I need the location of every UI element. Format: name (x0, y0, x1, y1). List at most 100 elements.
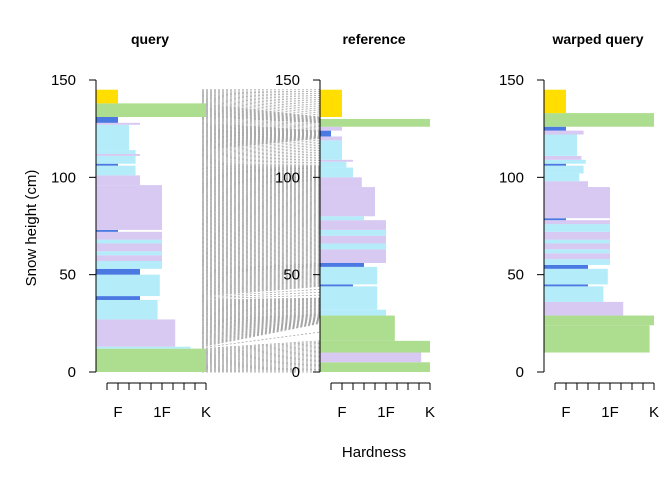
layer-bar-fc (544, 259, 610, 265)
layer-bar-df (96, 319, 176, 347)
layer-bar-df (544, 220, 610, 225)
layer-bar-fc (544, 286, 604, 302)
layer-bar-df (544, 155, 582, 160)
layer-bar-fc (320, 286, 378, 310)
y-axis-label: Snow height (cm) (23, 170, 40, 287)
layer-bar-dh (96, 268, 140, 275)
y-tick-label: 150 (275, 72, 300, 89)
panel-title: query (131, 31, 169, 47)
alignment-connector (201, 369, 321, 371)
layer-bar-mf (320, 340, 430, 353)
layer-bar-mf (544, 315, 654, 326)
layer-bar-df (96, 185, 162, 230)
layer-bar-df (320, 220, 386, 230)
layer-bar-dh (544, 126, 566, 131)
layer-bar-fc (96, 261, 162, 269)
x-tick-label: F (561, 404, 570, 421)
layer-bar-dh (320, 284, 353, 287)
alignment-connector (201, 163, 321, 166)
alignment-connector (201, 322, 321, 348)
y-tick-label: 50 (283, 267, 300, 284)
y-tick-label: 100 (275, 169, 300, 186)
layer-bar-dh (320, 262, 364, 267)
alignment-connectors (201, 89, 321, 373)
layer-bar-df (96, 255, 162, 262)
layer-bar-fc (320, 309, 386, 316)
layer-bar-fc (96, 165, 136, 176)
layer-bar-mf (320, 362, 430, 372)
panel-2: warped query 0 50 100 150 F 1F K (499, 31, 659, 421)
layer-bar-dh (544, 218, 566, 221)
layer-bar-df (96, 153, 140, 156)
layer-bar-df (320, 126, 342, 131)
layer-bar-pp (320, 89, 342, 117)
layer-bar-fc (96, 274, 160, 297)
layer-bar-fc (544, 239, 610, 244)
layer-bar-mf (320, 118, 430, 127)
layer-bar-df (544, 253, 610, 260)
layer-bar-fc (320, 266, 378, 285)
layer-bar-mf (544, 325, 650, 353)
layer-bar-df (320, 352, 422, 363)
layer-bar-dh (96, 163, 118, 166)
x-tick-label: K (649, 404, 659, 421)
layer-bar-fc (320, 243, 386, 250)
layer-bar-dh (544, 163, 566, 166)
layer-bar-fc (320, 140, 342, 160)
layer-bar-df (320, 136, 342, 141)
x-tick-label: F (337, 404, 346, 421)
x-tick-label: K (201, 404, 211, 421)
panel-0: query 0 50 100 150 F 1F K (51, 31, 211, 421)
x-tick-label: 1F (601, 404, 619, 421)
layer-bar-dh (544, 284, 588, 287)
y-tick-label: 0 (516, 364, 524, 381)
layer-bar-pp (544, 89, 566, 114)
layer-bar-fc (96, 251, 162, 256)
layer-bar-fc (96, 299, 158, 320)
layer-bar-fc (544, 268, 608, 285)
y-tick-label: 100 (51, 169, 76, 186)
layer-bar-fc (544, 159, 586, 164)
x-tick-label: 1F (377, 404, 395, 421)
layer-bar-fc (96, 239, 162, 244)
x-axis-label: Hardness (342, 444, 406, 461)
y-tick-label: 50 (507, 267, 524, 284)
panel-title: warped query (551, 31, 643, 47)
alignment-connector (201, 322, 321, 346)
y-tick-label: 50 (59, 267, 76, 284)
layer-bar-df (320, 187, 375, 209)
layer-bar-fc (320, 167, 353, 178)
layer-bar-fc (544, 224, 610, 232)
y-tick-label: 150 (51, 72, 76, 89)
x-tick-label: 1F (153, 404, 171, 421)
layer-bar-df (320, 208, 375, 217)
layer-bar-df (320, 235, 386, 244)
layer-bar-df (544, 231, 610, 240)
layer-bar-df (96, 231, 162, 240)
layer-bar-dh (320, 130, 331, 137)
layer-bar-fc (544, 134, 577, 156)
layer-bar-df (544, 243, 610, 250)
y-tick-label: 100 (499, 169, 524, 186)
layer-bar-fc (320, 229, 386, 236)
alignment-connector (201, 322, 321, 347)
layer-bar-df (544, 301, 624, 316)
y-tick-label: 150 (499, 72, 524, 89)
y-tick-label: 0 (292, 364, 300, 381)
layer-bar-mf (96, 348, 206, 372)
layer-bar-df (320, 249, 386, 263)
layer-bar-fc (544, 173, 580, 182)
layer-bar-fc (96, 124, 129, 151)
layer-bar-df (96, 175, 140, 186)
layer-bar-fc (96, 150, 136, 154)
layer-bar-fc (96, 155, 136, 164)
layer-bar-fc (320, 216, 364, 221)
panel-title: reference (342, 31, 405, 47)
layer-bar-pp (96, 89, 118, 104)
layer-bar-mf (320, 315, 395, 341)
layer-bar-dh (96, 296, 140, 300)
layer-bar-df (320, 177, 362, 188)
x-tick-label: F (113, 404, 122, 421)
